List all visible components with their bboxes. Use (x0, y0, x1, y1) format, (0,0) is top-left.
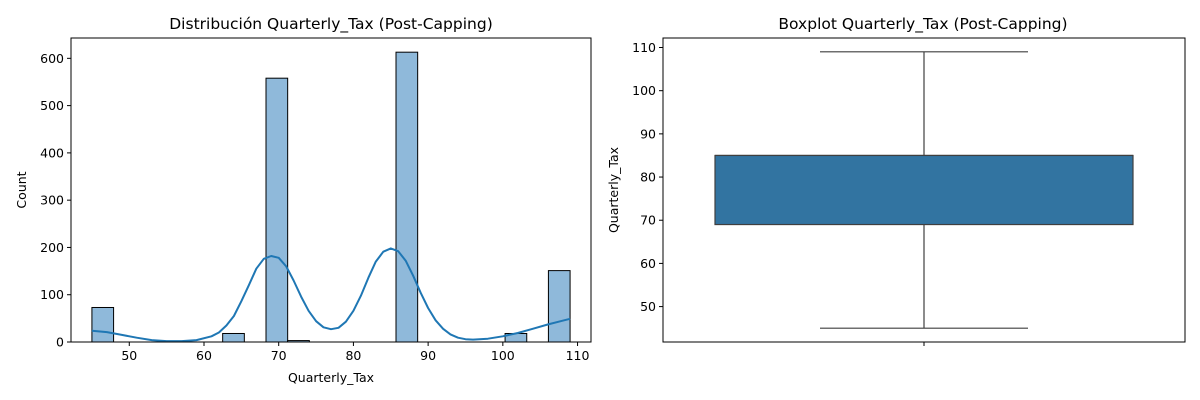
histogram-bar (395, 51, 419, 343)
histogram-bar (265, 77, 289, 343)
x-tick-label: 110 (566, 348, 590, 363)
histogram-bar (547, 270, 571, 343)
histogram-title: Distribución Quarterly_Tax (Post-Capping… (169, 15, 493, 34)
y-tick-label: 500 (40, 98, 64, 113)
y-tick-label: 50 (640, 299, 656, 314)
x-tick-label: 80 (345, 348, 361, 363)
histogram-panel: Distribución Quarterly_Tax (Post-Capping… (14, 15, 592, 385)
y-tick-label: 90 (640, 126, 656, 141)
y-tick-label: 0 (56, 335, 64, 350)
iqr-box (714, 154, 1134, 226)
histogram-plot-area: 50 60 70 80 90 100 110 0 100 200 300 400 500 600 (40, 37, 592, 363)
y-tick-label: 300 (40, 193, 64, 208)
boxplot-y-axis-label: Quarterly_Tax (606, 147, 621, 233)
histogram-y-axis-label: Count (14, 171, 29, 208)
y-tick-label: 80 (640, 170, 656, 185)
x-tick-label: 70 (271, 348, 287, 363)
x-tick-label: 100 (491, 348, 515, 363)
y-tick-label: 100 (40, 287, 64, 302)
kde-density-line (91, 247, 571, 343)
x-tick-label: 50 (121, 348, 137, 363)
histogram-bar (222, 332, 245, 343)
y-tick-label: 70 (640, 213, 656, 228)
histogram-bar (91, 306, 115, 343)
y-tick-label: 100 (632, 83, 656, 98)
boxplot-plot-area: 50 60 70 80 90 100 110 (632, 37, 1186, 346)
histogram-axes-frame (70, 37, 592, 343)
boxplot-title: Boxplot Quarterly_Tax (Post-Capping) (778, 15, 1067, 34)
histogram-x-axis-label: Quarterly_Tax (288, 370, 374, 385)
y-tick-label: 600 (40, 51, 64, 66)
x-tick-label: 90 (420, 348, 436, 363)
y-tick-label: 60 (640, 256, 656, 271)
y-tick-label: 110 (632, 40, 656, 55)
boxplot-panel: Boxplot Quarterly_Tax (Post-Capping) 50 6… (606, 15, 1186, 346)
x-tick-label: 60 (196, 348, 212, 363)
y-tick-label: 400 (40, 145, 64, 160)
y-tick-label: 200 (40, 240, 64, 255)
